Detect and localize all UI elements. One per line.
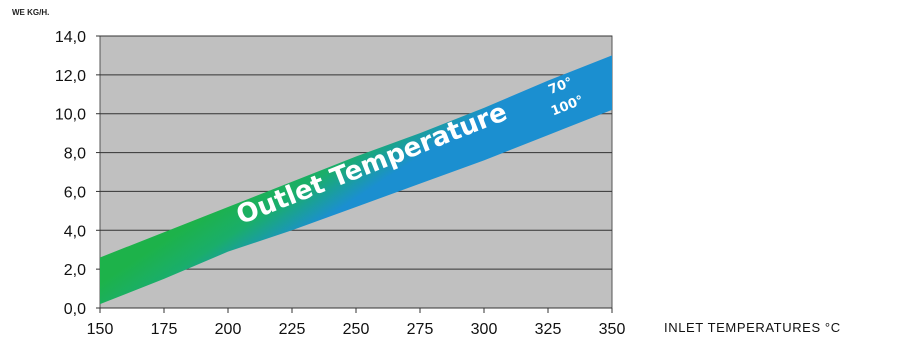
x-tick-label: 175	[151, 321, 178, 338]
y-tick-label: 14,0	[55, 29, 86, 46]
axis-ticks: 0,0 2,0 4,0 6,0 8,0 10,0 12,0 14,0 150 175 200 225 2…	[55, 29, 626, 338]
x-tick-label: 275	[407, 321, 434, 338]
x-tick-label: 325	[535, 321, 562, 338]
x-tick-label: 300	[471, 321, 498, 338]
x-axis-title: INLET TEMPERATURES °C	[664, 320, 841, 335]
unit-label: WE KG/H.	[12, 8, 50, 17]
y-tick-label: 2,0	[64, 262, 86, 279]
y-tick-label: 12,0	[55, 68, 86, 85]
x-tick-label: 150	[87, 321, 114, 338]
y-tick-label: 8,0	[64, 146, 86, 163]
x-tick-label: 200	[215, 321, 242, 338]
y-tick-label: 6,0	[64, 184, 86, 201]
y-tick-label: 0,0	[64, 301, 86, 318]
y-tick-label: 4,0	[64, 223, 86, 240]
outlet-temperature-band	[100, 55, 612, 305]
x-tick-label: 250	[343, 321, 370, 338]
x-tick-label: 350	[599, 321, 626, 338]
x-tick-label: 225	[279, 321, 306, 338]
y-tick-label: 10,0	[55, 107, 86, 124]
